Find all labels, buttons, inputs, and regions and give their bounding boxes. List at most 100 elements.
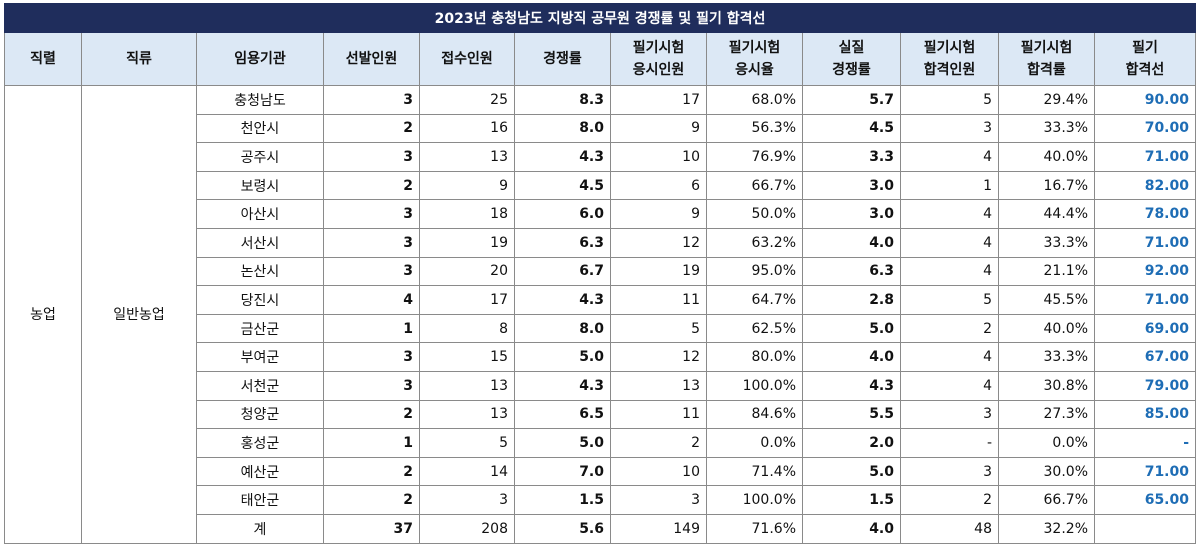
real-competition-cell: 2.0 (802, 428, 901, 458)
real-competition-cell: 5.0 (802, 456, 901, 487)
attendance-rate-cell: 71.6% (706, 513, 803, 544)
pass-rate-cell: 16.7% (998, 170, 1095, 201)
column-header: 선발인원 (323, 32, 420, 86)
cutoff-score-cell: 70.00 (1094, 113, 1196, 144)
cutoff-score-cell: 78.00 (1094, 199, 1196, 229)
column-header: 필기시험 응시인원 (610, 32, 707, 86)
pass-rate-cell: 33.3% (998, 227, 1095, 258)
cutoff-score-cell: 65.00 (1094, 485, 1196, 515)
table-row: 금산군 1 8 8.0 5 62.5% 5.0 2 40.0% 69.00 (5, 313, 1196, 344)
real-competition-cell: 3.0 (802, 170, 901, 201)
selected-count-cell: 2 (323, 113, 420, 144)
applicant-count-cell: 3 (419, 485, 515, 515)
pass-rate-cell: 27.3% (998, 399, 1095, 430)
competition-rate-cell: 6.3 (514, 227, 611, 258)
applicant-count-cell: 14 (419, 456, 515, 487)
exam-taker-cell: 6 (610, 170, 707, 201)
column-header: 필기시험 응시율 (706, 32, 803, 86)
table-row: 부여군 3 15 5.0 12 80.0% 4.0 4 33.3% 67.00 (5, 342, 1196, 372)
attendance-rate-cell: 66.7% (706, 170, 803, 201)
pass-count-cell: 4 (900, 342, 999, 372)
column-header: 접수인원 (419, 32, 515, 86)
pass-count-cell: 4 (900, 199, 999, 229)
org-cell: 당진시 (196, 285, 324, 315)
pass-rate-cell: 40.0% (998, 313, 1095, 344)
real-competition-cell: 4.3 (802, 370, 901, 401)
org-cell: 서천군 (196, 370, 324, 401)
attendance-rate-cell: 100.0% (706, 485, 803, 515)
org-cell: 계 (196, 513, 324, 544)
exam-taker-cell: 9 (610, 113, 707, 144)
competition-rate-cell: 7.0 (514, 456, 611, 487)
pass-count-cell: 2 (900, 313, 999, 344)
pass-rate-cell: 44.4% (998, 199, 1095, 229)
real-competition-cell: 6.3 (802, 256, 901, 287)
applicant-count-cell: 13 (419, 399, 515, 430)
applicant-count-cell: 8 (419, 313, 515, 344)
cutoff-score-cell (1094, 513, 1196, 544)
cutoff-score-cell: 71.00 (1094, 227, 1196, 258)
attendance-rate-cell: 80.0% (706, 342, 803, 372)
attendance-rate-cell: 0.0% (706, 428, 803, 458)
selected-count-cell: 2 (323, 170, 420, 201)
real-competition-cell: 4.5 (802, 113, 901, 144)
column-header: 필기 합격선 (1094, 32, 1196, 86)
pass-rate-cell: 45.5% (998, 285, 1095, 315)
selected-count-cell: 3 (323, 256, 420, 287)
pass-rate-cell: 30.0% (998, 456, 1095, 487)
selected-count-cell: 4 (323, 285, 420, 315)
real-competition-cell: 3.0 (802, 199, 901, 229)
column-header: 필기시험 합격률 (998, 32, 1095, 86)
selected-count-cell: 2 (323, 456, 420, 487)
competition-rate-cell: 6.7 (514, 256, 611, 287)
competition-rate-cell: 5.6 (514, 513, 611, 544)
attendance-rate-cell: 64.7% (706, 285, 803, 315)
selected-count-cell: 1 (323, 313, 420, 344)
column-header: 필기시험 합격인원 (900, 32, 999, 86)
pass-count-cell: 3 (900, 399, 999, 430)
exam-taker-cell: 11 (610, 285, 707, 315)
results-table: 2023년 충청남도 지방직 공무원 경쟁률 및 필기 합격선 직렬 직류 임용기관… (4, 3, 1196, 544)
selected-count-cell: 3 (323, 142, 420, 172)
selected-count-cell: 3 (323, 85, 420, 115)
pass-count-cell: 5 (900, 285, 999, 315)
cutoff-score-cell: 67.00 (1094, 342, 1196, 372)
column-header: 실질 경쟁률 (802, 32, 901, 86)
applicant-count-cell: 16 (419, 113, 515, 144)
exam-taker-cell: 11 (610, 399, 707, 430)
pass-count-cell: 48 (900, 513, 999, 544)
results-table-container: 2023년 충청남도 지방직 공무원 경쟁률 및 필기 합격선 직렬 직류 임용기관… (4, 3, 1196, 544)
cutoff-score-cell: 92.00 (1094, 256, 1196, 287)
cutoff-score-cell: 71.00 (1094, 142, 1196, 172)
pass-count-cell: 4 (900, 256, 999, 287)
attendance-rate-cell: 62.5% (706, 313, 803, 344)
selected-count-cell: 3 (323, 199, 420, 229)
table-row: 서천군 3 13 4.3 13 100.0% 4.3 4 30.8% 79.00 (5, 370, 1196, 401)
org-cell: 금산군 (196, 313, 324, 344)
table-row: 서산시 3 19 6.3 12 63.2% 4.0 4 33.3% 71.00 (5, 227, 1196, 258)
attendance-rate-cell: 95.0% (706, 256, 803, 287)
pass-count-cell: 3 (900, 456, 999, 487)
column-header: 경쟁률 (514, 32, 611, 86)
org-cell: 천안시 (196, 113, 324, 144)
pass-count-cell: 4 (900, 227, 999, 258)
org-cell: 부여군 (196, 342, 324, 372)
exam-taker-cell: 13 (610, 370, 707, 401)
pass-count-cell: 5 (900, 85, 999, 115)
org-cell: 서산시 (196, 227, 324, 258)
selected-count-cell: 1 (323, 428, 420, 458)
org-cell: 예산군 (196, 456, 324, 487)
real-competition-cell: 1.5 (802, 485, 901, 515)
competition-rate-cell: 8.0 (514, 113, 611, 144)
attendance-rate-cell: 50.0% (706, 199, 803, 229)
exam-taker-cell: 19 (610, 256, 707, 287)
pass-count-cell: 3 (900, 113, 999, 144)
competition-rate-cell: 8.0 (514, 313, 611, 344)
attendance-rate-cell: 68.0% (706, 85, 803, 115)
exam-taker-cell: 17 (610, 85, 707, 115)
attendance-rate-cell: 56.3% (706, 113, 803, 144)
real-competition-cell: 3.3 (802, 142, 901, 172)
cutoff-score-cell: 90.00 (1094, 85, 1196, 115)
attendance-rate-cell: 71.4% (706, 456, 803, 487)
pass-count-cell: 1 (900, 170, 999, 201)
